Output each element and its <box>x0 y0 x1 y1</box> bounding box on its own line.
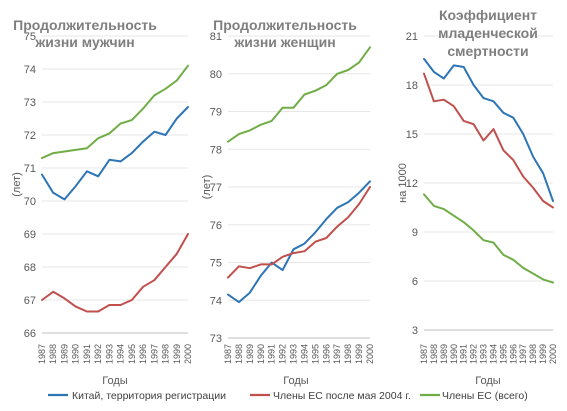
y-axis-label: на 1000 <box>397 163 409 203</box>
y-tick-label: 79 <box>210 107 222 119</box>
panel-male-life-expectancy: 66 67 68 69 70 71 72 73 74 75 1987 1988 1989 1990 1991… <box>11 17 193 387</box>
chart-title: Продолжительность <box>13 17 157 33</box>
x-axis-label: Годы <box>475 375 501 387</box>
chart-title: смертности <box>447 43 528 59</box>
series-line <box>227 46 371 143</box>
y-tick-label: 73 <box>210 333 222 345</box>
x-tick-label: 1988 <box>48 344 58 364</box>
x-tick-label: 1999 <box>354 344 364 364</box>
chart-title: младенческой <box>438 25 538 41</box>
x-tick-label: 1992 <box>278 344 288 364</box>
y-tick-label: 12 <box>406 178 418 190</box>
y-tick-label: 73 <box>24 97 36 109</box>
x-tick-label: 1997 <box>332 344 342 364</box>
y-tick-label: 71 <box>24 163 36 175</box>
y-tick-label: 78 <box>210 144 222 156</box>
chart-title: Продолжительность <box>213 17 357 33</box>
y-tick-label: 69 <box>24 229 36 241</box>
y-tick-label: 3 <box>412 325 418 337</box>
y-tick-label: 75 <box>210 258 222 270</box>
x-tick-label: 1994 <box>299 344 309 364</box>
x-tick-label: 1988 <box>234 344 244 364</box>
legend-label: Члены ЕС (всего) <box>442 390 528 402</box>
legend: Китай, территория регистрации Члены ЕС по… <box>48 390 528 402</box>
x-tick-label: 1987 <box>223 344 233 364</box>
legend-label: Китай, территория регистрации <box>72 390 226 402</box>
x-tick-label: 1994 <box>116 344 126 364</box>
x-tick-label: 1999 <box>172 344 182 364</box>
x-tick-label: 1993 <box>104 344 114 364</box>
x-tick-label: 1987 <box>37 344 47 364</box>
series-line <box>227 180 371 304</box>
y-tick-label: 18 <box>406 80 418 92</box>
series-line <box>423 72 554 209</box>
y-tick-label: 70 <box>24 196 36 208</box>
x-tick-label: 2000 <box>183 344 193 364</box>
series-line <box>423 57 554 202</box>
y-tick-label: 75 <box>24 31 36 43</box>
x-axis-label: Годы <box>283 375 309 387</box>
x-tick-label: 1991 <box>267 344 277 364</box>
x-tick-label: 1998 <box>161 344 171 364</box>
legend-label: Члены ЕС после мая 2004 г. <box>273 390 411 402</box>
y-tick-label: 9 <box>412 227 418 239</box>
x-tick-label: 1992 <box>469 344 479 364</box>
x-tick-label: 2000 <box>548 344 558 364</box>
x-tick-label: 1994 <box>488 344 498 364</box>
y-tick-label: 72 <box>24 130 36 142</box>
y-axis-label: (лет) <box>201 175 213 200</box>
x-tick-label: 1997 <box>518 344 528 364</box>
series-line <box>423 193 554 284</box>
x-tick-label: 1990 <box>256 344 266 364</box>
series-line <box>227 186 371 279</box>
y-tick-label: 6 <box>412 276 418 288</box>
y-axis-label: (лет) <box>11 172 23 197</box>
x-axis-label: Годы <box>102 375 128 387</box>
x-tick-label: 1998 <box>343 344 353 364</box>
chart-title: жизни мужчин <box>34 34 134 50</box>
series-line <box>41 233 189 313</box>
x-tick-label: 2000 <box>365 344 375 364</box>
x-tick-label: 1999 <box>538 344 548 364</box>
x-tick-label: 1989 <box>59 344 69 364</box>
y-tick-label: 68 <box>24 262 36 274</box>
x-tick-label: 1997 <box>149 344 159 364</box>
y-tick-label: 77 <box>210 182 222 194</box>
y-tick-label: 21 <box>406 31 418 43</box>
x-tick-label: 1995 <box>127 344 137 364</box>
y-tick-label: 81 <box>210 31 222 43</box>
x-tick-label: 1990 <box>449 344 459 364</box>
y-tick-label: 76 <box>210 220 222 232</box>
x-tick-label: 1992 <box>93 344 103 364</box>
chart-title: Коэффициент <box>439 7 537 23</box>
y-tick-label: 80 <box>210 69 222 81</box>
chart-title: жизни женщин <box>233 34 335 50</box>
x-tick-label: 1989 <box>245 344 255 364</box>
y-tick-label: 74 <box>24 64 36 76</box>
x-tick-label: 1996 <box>508 344 518 364</box>
series-line <box>41 106 189 201</box>
y-tick-label: 74 <box>210 295 222 307</box>
x-tick-label: 1993 <box>289 344 299 364</box>
x-tick-label: 1991 <box>82 344 92 364</box>
y-tick-label: 15 <box>406 129 418 141</box>
x-tick-label: 1988 <box>429 344 439 364</box>
series-line <box>41 64 189 160</box>
x-tick-label: 1996 <box>321 344 331 364</box>
x-tick-label: 1990 <box>71 344 81 364</box>
x-tick-label: 1995 <box>498 344 508 364</box>
x-tick-label: 1995 <box>310 344 320 364</box>
x-tick-label: 1996 <box>138 344 148 364</box>
x-tick-label: 1989 <box>439 344 449 364</box>
x-tick-label: 1987 <box>419 344 429 364</box>
x-tick-label: 1998 <box>528 344 538 364</box>
x-tick-label: 1993 <box>479 344 489 364</box>
y-tick-label: 67 <box>24 295 36 307</box>
y-tick-label: 66 <box>24 328 36 340</box>
x-tick-label: 1991 <box>459 344 469 364</box>
